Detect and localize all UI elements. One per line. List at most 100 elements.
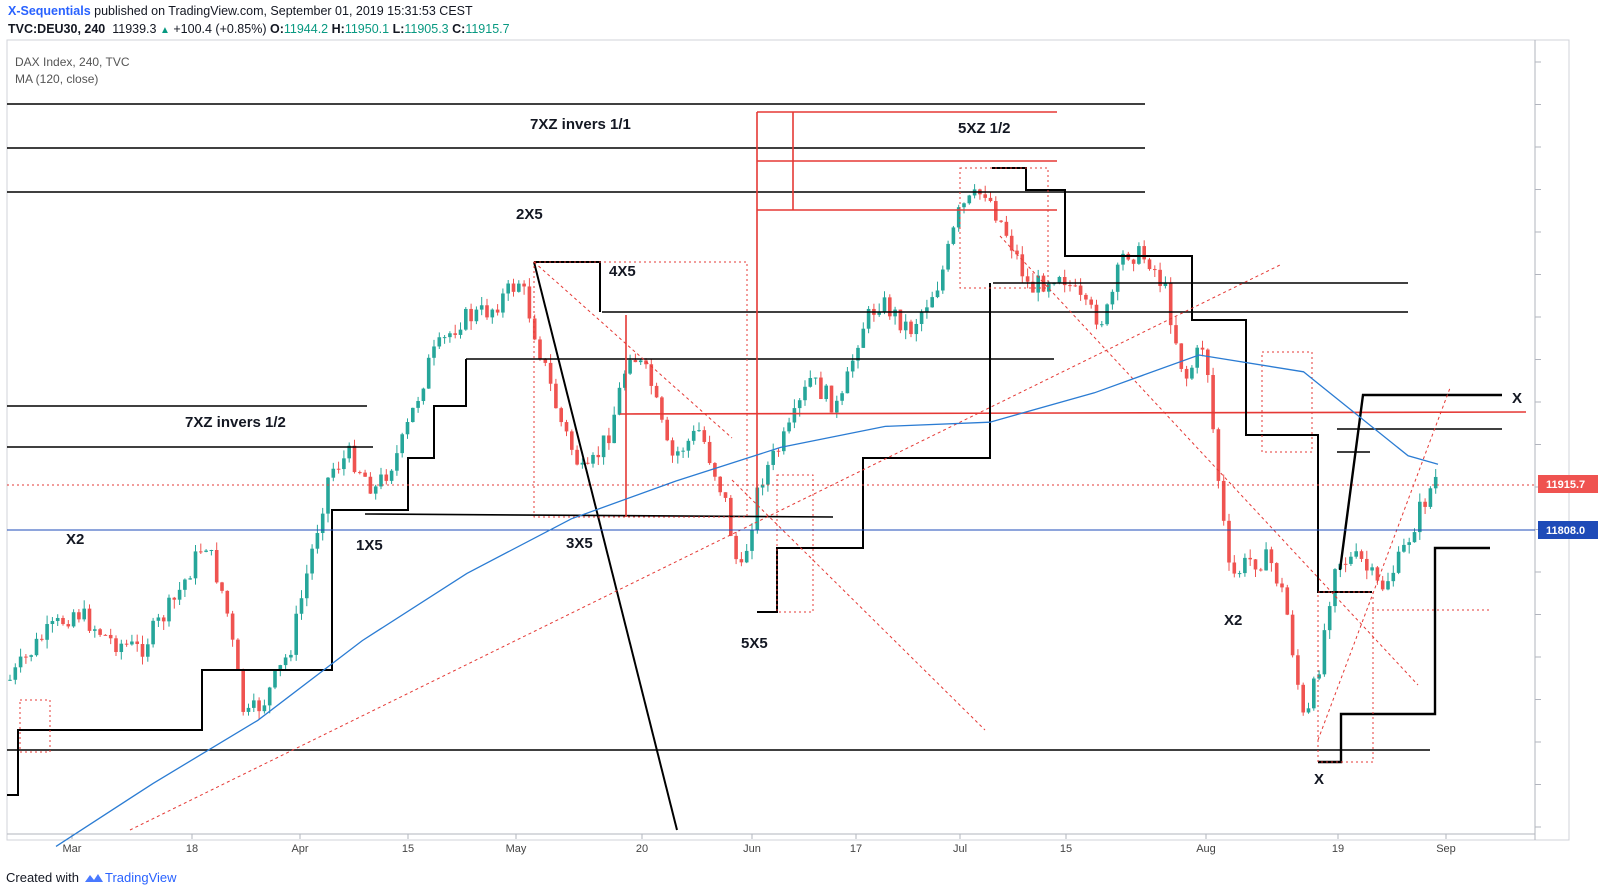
candle-body [835, 400, 839, 413]
candle-body [1184, 368, 1189, 379]
annotation-label: 2X5 [516, 206, 543, 223]
candle-body [1100, 324, 1104, 326]
red-level-line [619, 411, 1527, 415]
publish-line: X-Sequentials published on TradingView.c… [8, 2, 510, 20]
candle-body [273, 670, 277, 688]
legend-indicator[interactable]: MA (120, close) [15, 72, 99, 86]
candle-body [18, 656, 23, 668]
candle-body [649, 364, 654, 386]
dotted-box [1261, 351, 1313, 453]
candle-body [379, 474, 383, 487]
current-price-label: 11915.7 [1546, 479, 1585, 491]
candle-body [1015, 250, 1019, 255]
candle-body [283, 657, 288, 666]
candle-body [888, 297, 892, 317]
time-tick-label: 20 [636, 843, 648, 855]
time-tick-label: 15 [402, 843, 414, 855]
candle-body [1290, 614, 1295, 656]
candle-body [1349, 556, 1353, 564]
price-axis-ticks [1535, 61, 1541, 828]
candle-body [77, 612, 81, 620]
candle-body [71, 612, 76, 627]
candle-body [517, 283, 521, 292]
footer: Created with TradingView [6, 870, 177, 885]
candle-body [1428, 488, 1433, 507]
candle-body [1322, 630, 1327, 675]
candle-body [172, 597, 177, 600]
candle-body [1306, 708, 1311, 713]
legend-title[interactable]: DAX Index, 240, TVC [15, 55, 130, 69]
candle-body [691, 430, 696, 441]
candle-body [352, 445, 357, 473]
candle-body [1206, 349, 1210, 376]
candle-body [310, 548, 314, 574]
time-tick-label: 17 [850, 843, 862, 855]
candle-body [930, 297, 934, 308]
candle-body [983, 194, 987, 198]
time-tick-label: Jul [953, 843, 967, 855]
candle-body [1089, 299, 1093, 305]
candle-body [1221, 480, 1226, 521]
candle-body [506, 283, 510, 294]
last-price: 11939.3 [112, 22, 157, 36]
candle-body [999, 220, 1003, 222]
candle-body [554, 383, 558, 409]
time-tick-label: Mar [63, 843, 82, 855]
candle-body [1227, 520, 1231, 563]
red-dotted-trend [129, 264, 1281, 831]
tradingview-logo[interactable]: TradingView [83, 870, 177, 885]
candle-body [956, 207, 961, 228]
candle-body [267, 687, 272, 706]
candle-body [697, 430, 701, 432]
level-price-tag: 11808.0 [1538, 521, 1598, 539]
red-dotted-diagonal [999, 235, 1419, 686]
candle-body [988, 197, 993, 202]
candle-body [819, 377, 823, 400]
candle-body [320, 513, 325, 534]
candle-body [400, 434, 404, 454]
candle-body [527, 286, 532, 319]
candle-body [421, 388, 426, 402]
candle-body [1216, 429, 1221, 481]
author-link[interactable]: X-Sequentials [8, 4, 91, 18]
candle-body [416, 401, 420, 408]
candle-body [840, 393, 844, 401]
symbol-label[interactable]: TVC:DEU30, 240 [8, 22, 106, 36]
candle-body [829, 385, 834, 413]
candle-body [209, 549, 214, 551]
trend-line [533, 261, 678, 831]
candle-body [146, 644, 150, 657]
candle-body [289, 654, 293, 658]
tradingview-brand: TradingView [104, 870, 177, 885]
time-tick-label: 18 [186, 843, 198, 855]
up-arrow-icon: ▲ [159, 25, 170, 36]
open-label: O: [269, 22, 284, 36]
step-line [1338, 393, 1502, 571]
candle-body [1407, 542, 1411, 545]
candle-body [739, 559, 744, 563]
low-value: 11905.3 [404, 22, 449, 36]
candle-body [760, 484, 765, 488]
candle-body [1137, 246, 1141, 264]
candle-body [490, 309, 495, 318]
candle-body [1174, 325, 1178, 344]
candle-body [204, 550, 208, 552]
candle-body [151, 620, 155, 645]
step-line [7, 359, 467, 796]
candle-body [538, 339, 542, 359]
candle-body [485, 305, 489, 318]
candle-body [1433, 476, 1438, 489]
candle-body [660, 397, 664, 420]
candle-body [1274, 563, 1279, 584]
chart-header: X-Sequentials published on TradingView.c… [8, 2, 510, 40]
candle-body [1153, 269, 1157, 271]
candle-body [866, 308, 871, 329]
candle-body [845, 371, 850, 394]
candle-body [559, 408, 563, 423]
candle-body [1396, 551, 1401, 573]
candle-body [1412, 532, 1417, 543]
created-with-text: Created with [6, 870, 79, 885]
candle-body [532, 318, 537, 340]
candle-body [464, 308, 468, 330]
